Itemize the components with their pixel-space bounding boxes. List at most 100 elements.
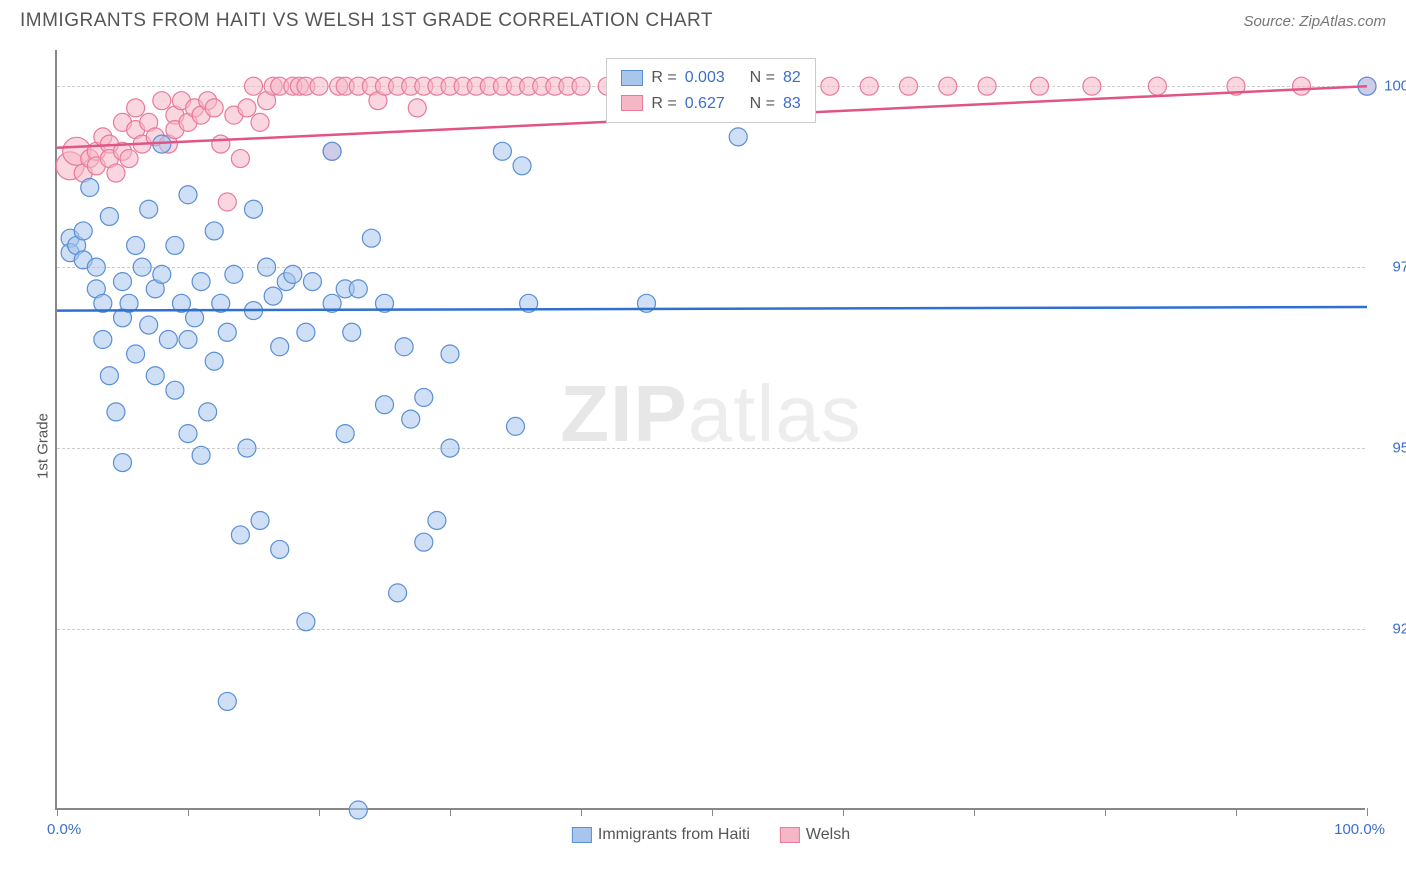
- data-point: [153, 265, 171, 283]
- chart-plot-area: ZIPatlas 92.5%95.0%97.5%100.0% R = 0.003…: [55, 50, 1365, 810]
- data-point: [297, 613, 315, 631]
- chart-title: IMMIGRANTS FROM HAITI VS WELSH 1ST GRADE…: [20, 10, 713, 32]
- legend-series: Immigrants from Haiti Welsh: [572, 826, 850, 844]
- data-point: [179, 331, 197, 349]
- data-point: [441, 345, 459, 363]
- x-tick: [974, 808, 975, 816]
- data-point: [493, 142, 511, 160]
- y-tick-label: 100.0%: [1384, 78, 1406, 95]
- scatter-svg: [57, 50, 1365, 808]
- data-point: [441, 439, 459, 457]
- data-point: [94, 331, 112, 349]
- y-axis-label: 1st Grade: [34, 413, 51, 479]
- data-point: [218, 692, 236, 710]
- data-point: [310, 77, 328, 95]
- data-point: [349, 801, 367, 819]
- data-point: [939, 77, 957, 95]
- data-point: [218, 193, 236, 211]
- x-tick: [712, 808, 713, 816]
- data-point: [192, 446, 210, 464]
- data-point: [900, 77, 918, 95]
- data-point: [114, 454, 132, 472]
- data-point: [192, 273, 210, 291]
- x-tick: [1367, 808, 1368, 816]
- data-point: [238, 99, 256, 117]
- data-point: [251, 511, 269, 529]
- data-point: [297, 323, 315, 341]
- data-point: [336, 425, 354, 443]
- data-point: [231, 150, 249, 168]
- data-point: [140, 200, 158, 218]
- data-point: [133, 258, 151, 276]
- data-point: [376, 396, 394, 414]
- data-point: [205, 352, 223, 370]
- x-tick: [581, 808, 582, 816]
- y-tick-label: 97.5%: [1392, 259, 1406, 276]
- x-tick: [1236, 808, 1237, 816]
- data-point: [343, 323, 361, 341]
- data-point: [179, 425, 197, 443]
- x-tick-max: 100.0%: [1334, 821, 1385, 838]
- data-point: [205, 222, 223, 240]
- data-point: [159, 331, 177, 349]
- x-tick: [843, 808, 844, 816]
- data-point: [389, 584, 407, 602]
- x-tick: [1105, 808, 1106, 816]
- data-point: [264, 287, 282, 305]
- data-point: [513, 157, 531, 175]
- data-point: [362, 229, 380, 247]
- data-point: [395, 338, 413, 356]
- x-tick: [319, 808, 320, 816]
- data-point: [860, 77, 878, 95]
- data-point: [199, 403, 217, 421]
- data-point: [74, 222, 92, 240]
- x-tick: [57, 808, 58, 816]
- source-attribution: Source: ZipAtlas.com: [1243, 13, 1386, 30]
- legend-item-haiti: Immigrants from Haiti: [572, 826, 750, 844]
- data-point: [428, 511, 446, 529]
- data-point: [205, 99, 223, 117]
- data-point: [107, 403, 125, 421]
- data-point: [245, 77, 263, 95]
- data-point: [100, 207, 118, 225]
- y-tick-label: 95.0%: [1392, 440, 1406, 457]
- data-point: [212, 135, 230, 153]
- data-point: [81, 179, 99, 197]
- x-tick-min: 0.0%: [47, 821, 81, 838]
- data-point: [127, 236, 145, 254]
- data-point: [186, 309, 204, 327]
- data-point: [303, 273, 321, 291]
- data-point: [153, 92, 171, 110]
- data-point: [1293, 77, 1311, 95]
- data-point: [415, 533, 433, 551]
- data-point: [179, 186, 197, 204]
- data-point: [166, 381, 184, 399]
- data-point: [225, 265, 243, 283]
- data-point: [323, 142, 341, 160]
- data-point: [284, 265, 302, 283]
- data-point: [402, 410, 420, 428]
- x-tick: [450, 808, 451, 816]
- data-point: [218, 323, 236, 341]
- data-point: [271, 338, 289, 356]
- data-point: [100, 367, 118, 385]
- data-point: [127, 99, 145, 117]
- data-point: [258, 258, 276, 276]
- y-tick-label: 92.5%: [1392, 621, 1406, 638]
- data-point: [408, 99, 426, 117]
- data-point: [231, 526, 249, 544]
- data-point: [572, 77, 590, 95]
- data-point: [1083, 77, 1101, 95]
- data-point: [978, 77, 996, 95]
- legend-stats: R = 0.003 N = 82 R = 0.627 N = 83: [606, 58, 815, 123]
- data-point: [114, 273, 132, 291]
- data-point: [166, 236, 184, 254]
- data-point: [140, 316, 158, 334]
- legend-item-welsh: Welsh: [780, 826, 850, 844]
- data-point: [507, 417, 525, 435]
- data-point: [251, 113, 269, 131]
- data-point: [271, 540, 289, 558]
- data-point: [120, 150, 138, 168]
- data-point: [87, 258, 105, 276]
- x-tick: [188, 808, 189, 816]
